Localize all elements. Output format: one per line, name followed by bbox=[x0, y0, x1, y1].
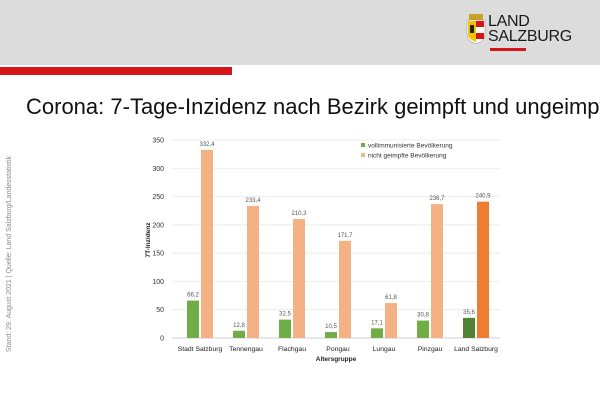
bar-unvaccinated bbox=[385, 303, 397, 338]
y-tick-label: 250 bbox=[152, 194, 164, 201]
bar-vaccinated bbox=[417, 320, 429, 338]
data-label: 171,7 bbox=[337, 233, 353, 239]
coat-of-arms-logo bbox=[466, 14, 486, 44]
data-label: 61,8 bbox=[385, 295, 397, 301]
y-tick-label: 350 bbox=[152, 138, 164, 145]
data-label: 240,9 bbox=[475, 194, 491, 200]
bar-vaccinated bbox=[371, 328, 383, 338]
bar-vaccinated bbox=[279, 319, 291, 338]
data-label: 233,4 bbox=[245, 198, 261, 204]
bar-unvaccinated bbox=[339, 240, 351, 338]
x-tick-label: Tennengau bbox=[229, 346, 263, 353]
bar-vaccinated bbox=[463, 317, 475, 338]
data-label: 12,8 bbox=[233, 323, 245, 329]
x-tick-label: Stadt Salzburg bbox=[178, 346, 223, 353]
y-tick-label: 0 bbox=[160, 336, 164, 343]
x-tick-label: Pinzgau bbox=[418, 346, 443, 353]
bar-unvaccinated bbox=[431, 204, 443, 338]
logo-underline bbox=[490, 48, 526, 51]
header-band bbox=[0, 0, 600, 65]
x-tick-label: Land Salzburg bbox=[454, 346, 498, 353]
slide-title: Corona: 7-Tage-Inzidenz nach Bezirk geim… bbox=[26, 94, 600, 119]
y-axis-label: 7T-Inzidenz bbox=[145, 222, 152, 258]
y-tick-label: 300 bbox=[152, 166, 164, 173]
x-tick-label: Pongau bbox=[326, 346, 350, 353]
data-label: 35,6 bbox=[463, 310, 475, 316]
bar-vaccinated bbox=[187, 300, 199, 338]
data-label: 32,5 bbox=[279, 312, 291, 318]
data-label: 210,3 bbox=[291, 211, 307, 217]
data-label: 332,4 bbox=[199, 142, 215, 148]
data-label: 30,8 bbox=[417, 313, 429, 319]
x-tick-label: Flachgau bbox=[278, 346, 306, 353]
data-label: 10,5 bbox=[325, 324, 337, 330]
bar-unvaccinated bbox=[293, 219, 305, 338]
legend-swatch bbox=[361, 143, 365, 147]
legend-swatch bbox=[361, 153, 365, 157]
y-tick-label: 50 bbox=[156, 307, 164, 314]
data-label: 236,7 bbox=[429, 196, 445, 202]
bar-unvaccinated bbox=[201, 149, 213, 338]
bar-vaccinated bbox=[325, 332, 337, 338]
y-tick-label: 200 bbox=[152, 222, 164, 229]
logo-line-1: LAND bbox=[488, 13, 530, 30]
data-label: 17,1 bbox=[371, 320, 383, 326]
y-tick-label: 150 bbox=[152, 251, 164, 258]
legend-label: nicht geimpfte Bevölkerung bbox=[368, 153, 447, 160]
bar-vaccinated bbox=[233, 330, 245, 338]
data-label: 66,2 bbox=[187, 293, 199, 299]
accent-bar bbox=[0, 67, 232, 75]
bar-unvaccinated bbox=[247, 205, 259, 338]
logo-wordmark: LAND SALZBURG bbox=[488, 13, 572, 45]
logo-line-2: SALZBURG bbox=[488, 28, 572, 45]
legend-label: vollimmunisierte Bevölkerung bbox=[368, 143, 453, 150]
x-tick-label: Lungau bbox=[373, 346, 396, 353]
bar-unvaccinated bbox=[477, 201, 489, 338]
x-axis-label: Altersgruppe bbox=[316, 356, 357, 363]
y-tick-label: 100 bbox=[152, 279, 164, 286]
